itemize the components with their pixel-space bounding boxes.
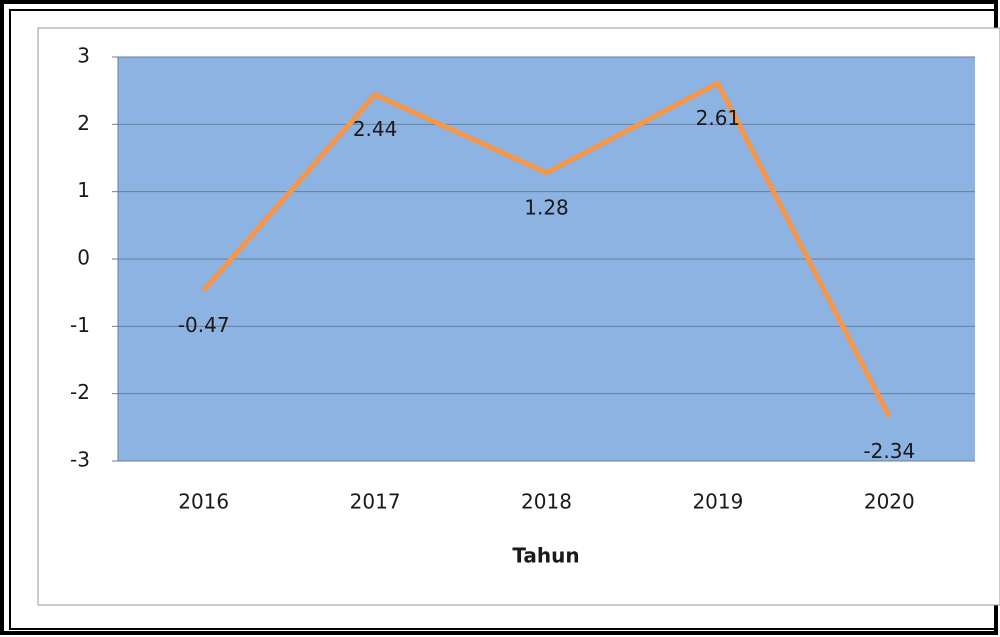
y-tick-label: -2 bbox=[70, 380, 90, 404]
x-tick-label: 2018 bbox=[521, 490, 572, 514]
y-tick-label: -1 bbox=[70, 313, 90, 337]
y-tick-label: 2 bbox=[77, 111, 90, 135]
x-tick-label: 2019 bbox=[692, 490, 743, 514]
data-label: 2.44 bbox=[353, 117, 398, 141]
data-label: -2.34 bbox=[863, 439, 915, 463]
y-tick-label: 0 bbox=[77, 246, 90, 270]
x-axis-label: Tahun bbox=[512, 544, 579, 568]
data-label: 2.61 bbox=[696, 106, 741, 130]
x-tick-label: 2016 bbox=[178, 490, 229, 514]
x-tick-label: 2020 bbox=[864, 490, 915, 514]
data-label: -0.47 bbox=[178, 313, 230, 337]
data-label: 1.28 bbox=[524, 195, 569, 219]
y-tick-label: 3 bbox=[77, 44, 90, 68]
y-tick-label: 1 bbox=[77, 178, 90, 202]
x-tick-label: 2017 bbox=[350, 490, 401, 514]
line bbox=[201, 80, 892, 418]
y-tick-label: -3 bbox=[70, 448, 90, 472]
